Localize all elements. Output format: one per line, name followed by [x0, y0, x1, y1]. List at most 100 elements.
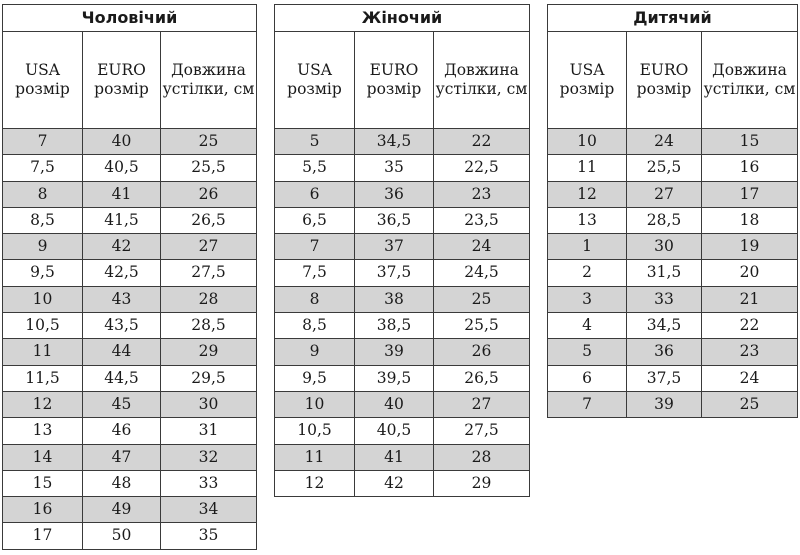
insole-length-cell: 25 [160, 127, 257, 156]
euro-size-cell: 38 [354, 285, 434, 314]
usa-size-cell: 9,5 [2, 259, 83, 287]
table-row: 11 44 29 [2, 338, 257, 366]
usa-size-cell: 5,5 [274, 154, 355, 182]
euro-size-cell: 28,5 [626, 206, 702, 235]
usa-size-cell: 6 [547, 364, 627, 392]
insole-length-header: Довжина устілки, см [432, 31, 531, 129]
table-row: 13 46 31 [2, 417, 257, 445]
usa-size-cell: 8,5 [2, 206, 83, 235]
insole-length-cell: 22,5 [432, 154, 531, 182]
table-row: 10 40 27 [274, 390, 531, 419]
usa-size-cell: 9,5 [274, 364, 355, 392]
insole-length-cell: 16 [700, 154, 799, 182]
insole-length-cell: 24 [700, 364, 799, 392]
table-row: 16 49 34 [2, 496, 257, 524]
euro-size-cell: 41 [354, 443, 434, 471]
table-row: 14 47 32 [2, 443, 257, 471]
euro-size-cell: 36 [626, 338, 702, 366]
insole-length-header: Довжина устілки, см [160, 31, 257, 129]
men-table-title: Чоловічий [2, 4, 257, 32]
usa-size-cell: 4 [547, 312, 627, 340]
insole-length-cell: 21 [700, 285, 799, 314]
table-row: 5 34,5 22 [274, 127, 531, 156]
euro-size-cell: 36,5 [354, 206, 434, 235]
insole-length-cell: 22 [700, 312, 799, 340]
insole-length-cell: 24 [432, 233, 531, 261]
usa-size-cell: 10 [274, 390, 355, 419]
usa-size-cell: 9 [2, 233, 83, 261]
table-row: 7,5 40,5 25,5 [2, 154, 257, 182]
table-row: 6 37,5 24 [547, 364, 799, 392]
usa-size-cell: 12 [547, 180, 627, 208]
euro-size-cell: 43 [82, 285, 161, 314]
insole-length-cell: 25 [700, 390, 799, 419]
usa-size-cell: 11 [547, 154, 627, 182]
euro-size-cell: 47 [82, 443, 161, 471]
euro-size-cell: 41 [82, 180, 161, 208]
usa-size-cell: 1 [547, 233, 627, 261]
table-row: 6,5 36,5 23,5 [274, 206, 531, 235]
usa-size-cell: 14 [2, 443, 83, 471]
usa-size-cell: 7 [2, 127, 83, 156]
euro-size-cell: 40 [354, 390, 434, 419]
insole-length-cell: 20 [700, 259, 799, 287]
table-row: 8,5 41,5 26,5 [2, 206, 257, 235]
table-row: 17 50 35 [2, 522, 257, 550]
euro-size-cell: 39 [354, 338, 434, 366]
table-row: 3 33 21 [547, 285, 799, 314]
insole-length-cell: 25,5 [432, 312, 531, 340]
kids-size-table: Дитячий USA розмір EURO розмір Довжина у… [546, 4, 799, 419]
usa-size-cell: 5 [547, 338, 627, 366]
usa-size-cell: 6 [274, 180, 355, 208]
euro-size-cell: 39,5 [354, 364, 434, 392]
insole-length-cell: 35 [160, 522, 257, 550]
euro-size-cell: 24 [626, 127, 702, 156]
usa-size-cell: 9 [274, 338, 355, 366]
usa-size-cell: 10 [547, 127, 627, 156]
men-size-table: Чоловічий USA розмір EURO розмір Довжина… [2, 4, 257, 550]
table-row: 15 48 33 [2, 469, 257, 498]
table-row: 6 36 23 [274, 180, 531, 208]
insole-length-cell: 27,5 [432, 417, 531, 445]
table-row: 10,5 40,5 27,5 [274, 417, 531, 445]
insole-length-cell: 28 [432, 443, 531, 471]
insole-length-cell: 19 [700, 233, 799, 261]
usa-size-header: USA розмір [547, 31, 627, 129]
insole-length-cell: 26 [432, 338, 531, 366]
table-row: 12 42 29 [274, 469, 531, 498]
insole-length-cell: 33 [160, 469, 257, 498]
table-row: 2 31,5 20 [547, 259, 799, 287]
euro-size-cell: 41,5 [82, 206, 161, 235]
usa-size-cell: 15 [2, 469, 83, 498]
insole-length-cell: 17 [700, 180, 799, 208]
euro-size-cell: 38,5 [354, 312, 434, 340]
insole-length-cell: 25,5 [160, 154, 257, 182]
usa-size-cell: 6,5 [274, 206, 355, 235]
euro-size-cell: 44,5 [82, 364, 161, 392]
euro-size-cell: 33 [626, 285, 702, 314]
table-row: 1 30 19 [547, 233, 799, 261]
table-row: 12 45 30 [2, 390, 257, 419]
usa-size-cell: 3 [547, 285, 627, 314]
euro-size-cell: 46 [82, 417, 161, 445]
usa-size-cell: 10,5 [274, 417, 355, 445]
insole-length-cell: 23 [700, 338, 799, 366]
table-row: 11 41 28 [274, 443, 531, 471]
usa-size-cell: 11 [2, 338, 83, 366]
insole-length-cell: 27 [160, 233, 257, 261]
insole-length-cell: 23 [432, 180, 531, 208]
usa-size-cell: 2 [547, 259, 627, 287]
insole-length-cell: 28,5 [160, 312, 257, 340]
euro-size-cell: 37,5 [354, 259, 434, 287]
euro-size-cell: 40,5 [82, 154, 161, 182]
usa-size-cell: 7,5 [274, 259, 355, 287]
table-row: 11 25,5 16 [547, 154, 799, 182]
euro-size-header: EURO розмір [626, 31, 702, 129]
euro-size-cell: 44 [82, 338, 161, 366]
euro-size-cell: 40,5 [354, 417, 434, 445]
table-row: 9 39 26 [274, 338, 531, 366]
insole-length-cell: 27,5 [160, 259, 257, 287]
table-row: 8,5 38,5 25,5 [274, 312, 531, 340]
euro-size-cell: 25,5 [626, 154, 702, 182]
euro-size-cell: 48 [82, 469, 161, 498]
